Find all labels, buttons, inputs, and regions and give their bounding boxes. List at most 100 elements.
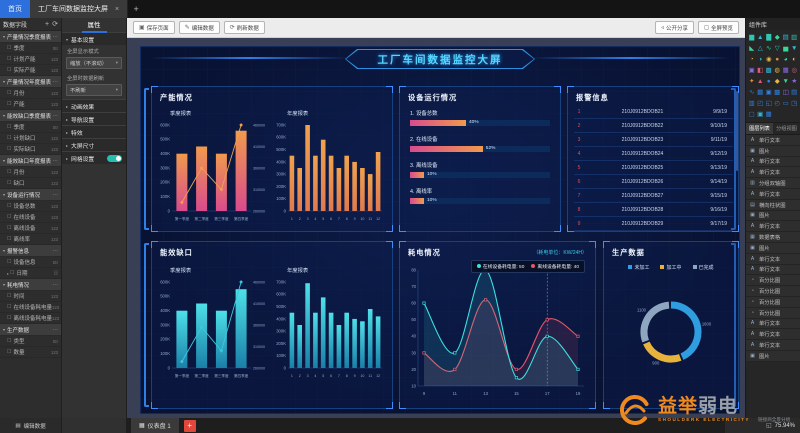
layer-item[interactable]: ▣ 图片: [746, 242, 800, 254]
layer-item[interactable]: A 单行文本: [746, 253, 800, 265]
component-icon[interactable]: ▢: [748, 111, 755, 118]
dataset-field[interactable]: ☐ 缺口 123: [0, 178, 61, 189]
fullscreen-preview-button[interactable]: ◻ 全屏预览: [698, 21, 739, 34]
layer-item[interactable]: ◔ 百分比图: [746, 307, 800, 319]
component-icon[interactable]: ◎: [791, 67, 798, 74]
dataset-field[interactable]: ☐ 季度 Str: [0, 43, 61, 54]
component-icon[interactable]: ▥: [748, 100, 755, 107]
zoom-indicator[interactable]: ◱ 75.94%: [725, 418, 800, 433]
dashboard[interactable]: 工厂车间数据监控大屏 产能情况 季度报表 600K 500K 400K 300K 200…: [140, 46, 740, 414]
component-icon[interactable]: ▆: [749, 34, 755, 41]
close-icon[interactable]: ×: [115, 5, 120, 13]
layer-item[interactable]: ◔ 百分比图: [746, 275, 800, 287]
component-icon[interactable]: ✦: [749, 78, 755, 85]
dataset-group[interactable]: ▾ 报警信息 ⋯: [0, 245, 61, 257]
layer-item[interactable]: A 单行文本: [746, 329, 800, 341]
component-icon[interactable]: ▼: [791, 44, 798, 52]
tab-layer-list[interactable]: 图层列表: [746, 123, 773, 134]
component-icon[interactable]: ◑: [758, 55, 763, 63]
share-button[interactable]: ◃ 公开分享: [654, 21, 694, 34]
dataset-field[interactable]: ☐ 时间 123: [0, 291, 61, 302]
props-section[interactable]: ▸ 大屏尺寸: [62, 138, 126, 151]
legend-item[interactable]: 已完成: [692, 264, 714, 271]
props-select[interactable]: 不刷新 ▾: [66, 84, 122, 96]
component-icon[interactable]: ▲: [757, 33, 764, 41]
panel-alarm[interactable]: 报警信息 1 210J0912BDOB21 9/9/19 2 210J0912BDOB2…: [567, 86, 739, 232]
dataset-field[interactable]: ☐ 离线设备 123: [0, 223, 61, 234]
props-select[interactable]: 缩放（不滚动） ▾: [66, 57, 122, 69]
dataset-field[interactable]: ☐ 数量 123: [0, 347, 61, 358]
component-icon[interactable]: ▣: [748, 67, 755, 74]
layer-item[interactable]: A 单行文本: [746, 340, 800, 351]
dataset-field[interactable]: ☐ 实际缺口 123: [0, 144, 61, 155]
layer-item[interactable]: ◔ 百分比图: [746, 296, 800, 308]
component-icon[interactable]: ▦: [757, 89, 764, 96]
dataset-field[interactable]: ☐ 季度 Str: [0, 122, 61, 133]
properties-tab[interactable]: 属性: [81, 18, 107, 33]
edit-data-bottom-button[interactable]: ▤ 编辑数据: [0, 418, 62, 433]
dataset-group[interactable]: ▾ 能效缺口年度报表 ⋯: [0, 155, 61, 167]
dataset-field[interactable]: ☐ 离线设备耗电量 123: [0, 313, 61, 324]
dataset-field[interactable]: ☐ 月份 123: [0, 88, 61, 99]
layer-item[interactable]: ▤ 横向柱状图: [746, 199, 800, 211]
component-icon[interactable]: ◫: [782, 89, 789, 96]
dataset-field[interactable]: ☐ 在线设备 123: [0, 212, 61, 223]
component-icon[interactable]: ★: [791, 78, 798, 85]
component-icon[interactable]: ▤: [791, 89, 798, 96]
layer-item[interactable]: A 单行文本: [746, 221, 800, 233]
component-icon[interactable]: ▇: [766, 34, 772, 41]
component-icon[interactable]: ◉: [765, 56, 772, 63]
refresh-data-button[interactable]: ⟳ 刷新数据: [223, 21, 265, 34]
component-icon[interactable]: ▩: [774, 89, 781, 96]
component-icon[interactable]: ◴: [774, 100, 781, 107]
new-tab-button[interactable]: +: [133, 4, 139, 14]
component-icon[interactable]: ◣: [749, 45, 755, 52]
dataset-group[interactable]: ▾ 产量情况年度报表 ⋯: [0, 76, 61, 88]
props-section[interactable]: ▸ 导航设置: [62, 112, 126, 125]
component-icon[interactable]: ▥: [791, 34, 798, 41]
layer-item[interactable]: A 单行文本: [746, 156, 800, 168]
component-icon[interactable]: ◆: [774, 34, 780, 41]
dataset-field[interactable]: ☐ 实际产能 123: [0, 65, 61, 76]
component-icon[interactable]: ◳: [791, 100, 798, 107]
dataset-group[interactable]: ▾ 耗电情况 ⋯: [0, 279, 61, 291]
layer-item[interactable]: A 单行文本: [746, 318, 800, 330]
dataset-field[interactable]: ☐ 设备总数 123: [0, 201, 61, 212]
add-sheet-button[interactable]: +: [183, 419, 196, 432]
dataset-field[interactable]: ▸ ☐ 日期日: [0, 268, 61, 279]
component-icon[interactable]: ◔: [749, 55, 754, 63]
save-page-button[interactable]: ▣ 保存页面: [133, 21, 175, 34]
component-icon[interactable]: ▽: [774, 45, 780, 52]
component-icon[interactable]: ◐: [792, 55, 797, 63]
edit-data-button[interactable]: ✎ 编辑数据: [178, 21, 220, 34]
component-icon[interactable]: ◆: [774, 78, 780, 85]
dataset-group[interactable]: ▾ 产量情况季度报表 ⋯: [0, 31, 61, 43]
props-section[interactable]: ▸ 网格设置: [62, 151, 126, 164]
component-icon[interactable]: ∿: [749, 89, 755, 96]
dataset-field[interactable]: ☐ 月份 123: [0, 167, 61, 178]
component-icon[interactable]: ▭: [782, 100, 789, 107]
component-icon[interactable]: ∿: [766, 45, 772, 52]
component-icon[interactable]: ▦: [765, 111, 772, 118]
component-icon[interactable]: ▣: [765, 89, 772, 96]
tab-dashboard[interactable]: 工厂车间数据监控大屏 ×: [30, 0, 129, 18]
dataset-field[interactable]: ☐ 计划缺口 123: [0, 133, 61, 144]
legend-item[interactable]: 加工中: [660, 264, 682, 271]
legend-item[interactable]: 未加工: [628, 264, 649, 271]
dataset-field[interactable]: ☐ 在线设备耗电量 123: [0, 302, 61, 313]
layer-item[interactable]: ◔ 百分比图: [746, 286, 800, 297]
component-icon[interactable]: △: [757, 45, 763, 52]
panel-device-status[interactable]: 设备运行情况 1. 设备总数 40% 2. 在线设备 52% 3. 离线设备 1…: [399, 86, 561, 232]
dataset-field[interactable]: ☐ 设备信息 Str: [0, 257, 61, 268]
dataset-group[interactable]: ▾ 设备运行情况 ⋯: [0, 189, 61, 201]
table-scrollbar[interactable]: [736, 91, 738, 171]
dataset-field[interactable]: ☐ 类型 Str: [0, 336, 61, 347]
component-icon[interactable]: ●: [766, 77, 771, 85]
layer-item[interactable]: A 单行文本: [746, 167, 800, 179]
layer-item[interactable]: A 单行文本: [746, 135, 800, 146]
layer-item[interactable]: ▦ 数据表格: [746, 232, 800, 243]
component-icon[interactable]: ◧: [757, 67, 764, 74]
dataset-field[interactable]: ☐ 产能 123: [0, 99, 61, 110]
dataset-field[interactable]: ☐ 计划产能 123: [0, 54, 61, 65]
panel-capacity[interactable]: 产能情况 季度报表 600K 500K 400K 300K 200K 100K 0 46000…: [151, 86, 393, 232]
